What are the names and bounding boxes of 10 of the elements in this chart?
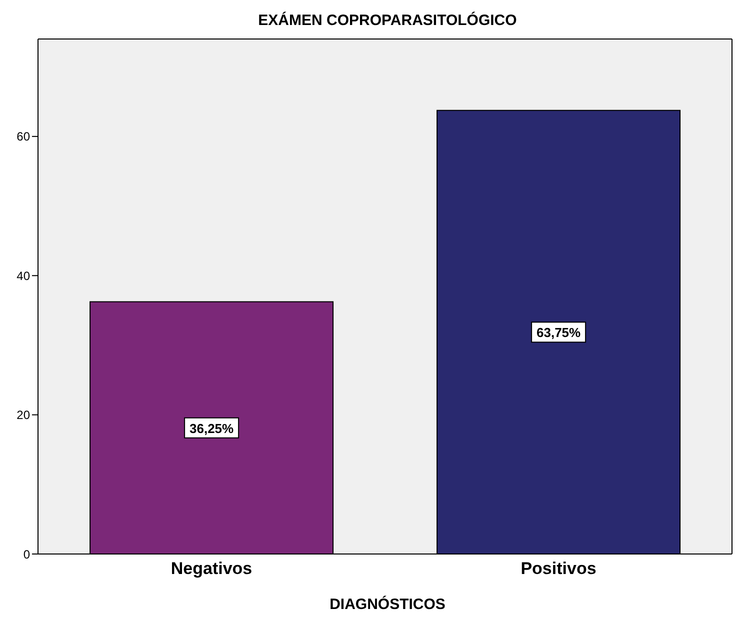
data-label: 63,75% xyxy=(536,325,582,340)
y-tick-label: 20 xyxy=(16,408,30,422)
x-tick-label: Negativos xyxy=(170,559,252,578)
chart-title: EXÁMEN COPROPARASITOLÓGICO xyxy=(257,10,518,31)
y-tick-label: 60 xyxy=(16,130,30,144)
data-label: 36,25% xyxy=(190,420,234,436)
y-tick-label: 0 xyxy=(23,547,30,562)
y-tick-label: 40 xyxy=(16,268,30,283)
x-axis-title: DIAGNÓSTICOS xyxy=(328,596,446,613)
x-tick-label: Positivos xyxy=(520,559,596,578)
